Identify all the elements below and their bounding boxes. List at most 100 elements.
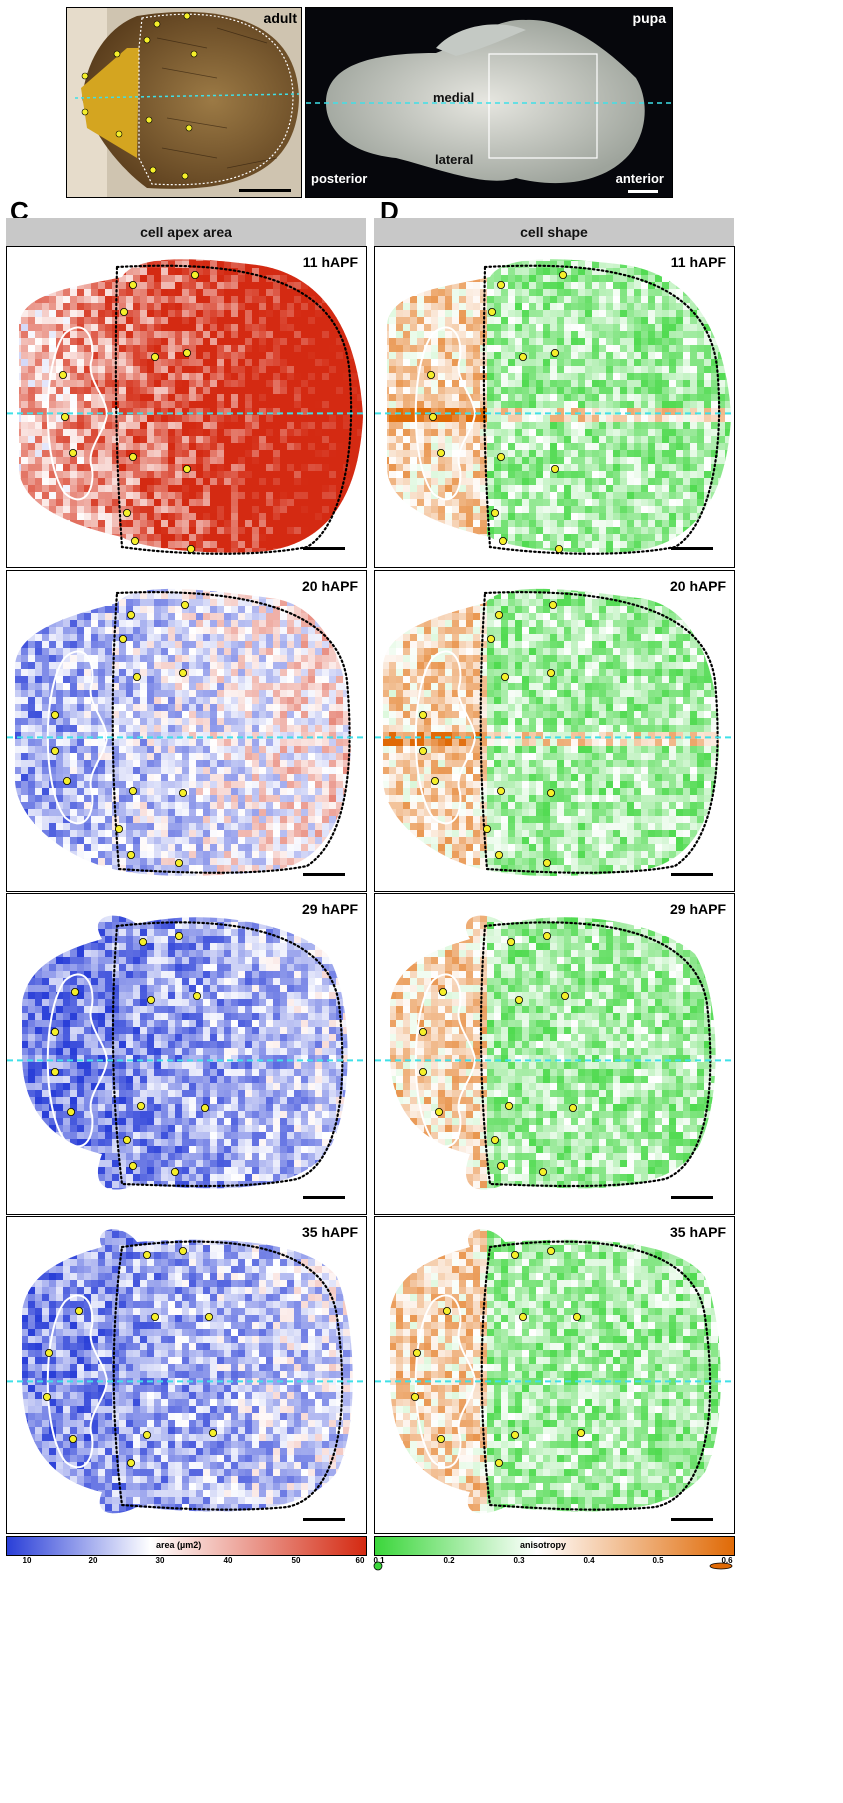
macrochaete-landmark: [538, 1167, 547, 1176]
macrochaete-landmark: [182, 349, 191, 358]
macrochaete-landmark: [429, 412, 438, 421]
macrochaete-landmark: [419, 746, 428, 755]
macrochaete-landmark: [69, 1434, 78, 1443]
macrochaete-landmark: [572, 1313, 581, 1322]
timepoint-label: 29 hAPF: [301, 901, 358, 917]
macrochaete-landmark: [123, 508, 132, 517]
colorbar-tick: 0.3: [513, 1556, 525, 1565]
macrochaete-landmark: [200, 1103, 209, 1112]
colorbar-tick: 0.4: [583, 1556, 595, 1565]
macrochaete-landmark: [142, 1430, 151, 1439]
adult-thorax-illustration: [67, 8, 301, 197]
label-lateral: lateral: [435, 152, 474, 167]
colorbar-tick: 50: [291, 1556, 301, 1565]
area-map-20h: 20 hAPF: [6, 570, 367, 892]
macrochaete-landmark: [192, 992, 201, 1001]
macrochaete-landmark: [142, 1251, 151, 1260]
macrochaete-landmark: [548, 600, 557, 609]
shape-map-20h-plot: [375, 588, 734, 876]
macrochaete-landmark: [75, 1307, 84, 1316]
area-map-11h: 11 hAPF: [6, 246, 367, 568]
timepoint-label: 20 hAPF: [669, 578, 726, 594]
macrochaete-landmark: [487, 635, 496, 644]
macrochaete-landmark: [504, 1101, 513, 1110]
macrochaete-landmark: [558, 270, 567, 279]
macrochaete-landmark: [131, 536, 140, 545]
macrochaete-landmark: [45, 1348, 54, 1357]
adult-thorax-photo: adult: [66, 7, 302, 198]
scale-bar: [303, 1196, 345, 1199]
macrochaete-landmark: [51, 1027, 60, 1036]
macrochaete-landmark: [546, 669, 555, 678]
pupa-illustration: [306, 19, 672, 184]
macrochaete-landmark: [146, 996, 155, 1005]
macrochaete-landmark: [497, 452, 506, 461]
timepoint-label: 11 hAPF: [670, 254, 726, 270]
macrochaete-landmark: [51, 746, 60, 755]
cell-texture: [15, 588, 352, 876]
macrochaete-landmark: [119, 635, 128, 644]
macrochaete-landmark: [495, 1458, 504, 1467]
macrochaete-landmark: [437, 448, 446, 457]
cell-texture: [19, 259, 363, 553]
shape-map-11h: 11 hAPF: [374, 246, 735, 568]
macrochaete-landmark: [495, 850, 504, 859]
macrochaete-landmark: [495, 611, 504, 620]
region-of-interest-box: [488, 53, 598, 159]
scutum-region-outline: [482, 264, 721, 555]
scale-bar-b: [628, 190, 658, 193]
macrochaete-landmark: [443, 1307, 452, 1316]
timepoint-label: 35 hAPF: [669, 1224, 726, 1240]
macrochaete-landmark: [488, 308, 497, 317]
macrochaete-landmark: [51, 710, 60, 719]
macrochaete-landmark: [67, 1107, 76, 1116]
macrochaete-landmark: [542, 858, 551, 867]
macrochaete-landmark: [123, 1135, 132, 1144]
colorbar-tick: 0.1: [373, 1556, 385, 1565]
macrochaete-landmark: [497, 281, 506, 290]
macrochaete-landmark: [69, 448, 78, 457]
macrochaete-landmark: [186, 544, 195, 553]
macrochaete-landmark: [115, 824, 124, 833]
cell-texture: [390, 1229, 721, 1514]
macrochaete-landmark: [542, 932, 551, 941]
macrochaete-landmark: [127, 850, 136, 859]
macrochaete-landmark: [419, 1027, 428, 1036]
macrochaete-landmark: [150, 1313, 159, 1322]
macrochaete-landmark: [546, 1246, 555, 1255]
timepoint-label: 35 hAPF: [301, 1224, 358, 1240]
macrochaete-landmark: [497, 1161, 506, 1170]
scale-bar: [671, 873, 713, 876]
macrochaete-landmark: [43, 1392, 52, 1401]
macrochaete-landmark: [178, 1246, 187, 1255]
macrochaete-landmark: [129, 1161, 138, 1170]
macrochaete-landmark: [518, 1313, 527, 1322]
macrochaete-landmark: [568, 1103, 577, 1112]
macrochaete-landmark: [510, 1251, 519, 1260]
scutellum-region-outline: [414, 973, 477, 1148]
shape-map-11h-plot: [375, 259, 734, 555]
colorbar-tick: 30: [155, 1556, 165, 1565]
scutum-region-outline: [111, 921, 344, 1188]
label-posterior: posterior: [311, 171, 368, 186]
macrochaete-landmark: [431, 776, 440, 785]
scale-bar: [671, 547, 713, 550]
scutellum-region-outline: [46, 973, 109, 1148]
macrochaete-landmark: [576, 1428, 585, 1437]
macrochaete-landmark: [120, 308, 129, 317]
anisotropy-colorbar-title: anisotropy: [520, 1540, 567, 1550]
macrochaete-landmark: [129, 786, 138, 795]
macrochaete-landmark: [435, 1107, 444, 1116]
column-header-cell-apex-area: cell apex area: [6, 218, 366, 246]
macrochaete-landmark: [514, 996, 523, 1005]
macrochaete-landmark: [180, 600, 189, 609]
scale-bar-a: [239, 189, 291, 192]
area-map-35h-plot: [7, 1229, 366, 1514]
colorbar-tick: 40: [223, 1556, 233, 1565]
macrochaete-landmark: [170, 1167, 179, 1176]
macrochaete-landmark: [51, 1067, 60, 1076]
shape-map-29h-plot: [375, 915, 734, 1190]
label-medial: medial: [433, 90, 475, 105]
area-map-35h: 35 hAPF: [6, 1216, 367, 1534]
macrochaete-landmark: [510, 1430, 519, 1439]
